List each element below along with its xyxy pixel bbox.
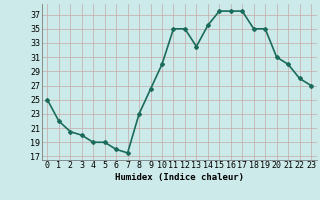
X-axis label: Humidex (Indice chaleur): Humidex (Indice chaleur) <box>115 173 244 182</box>
